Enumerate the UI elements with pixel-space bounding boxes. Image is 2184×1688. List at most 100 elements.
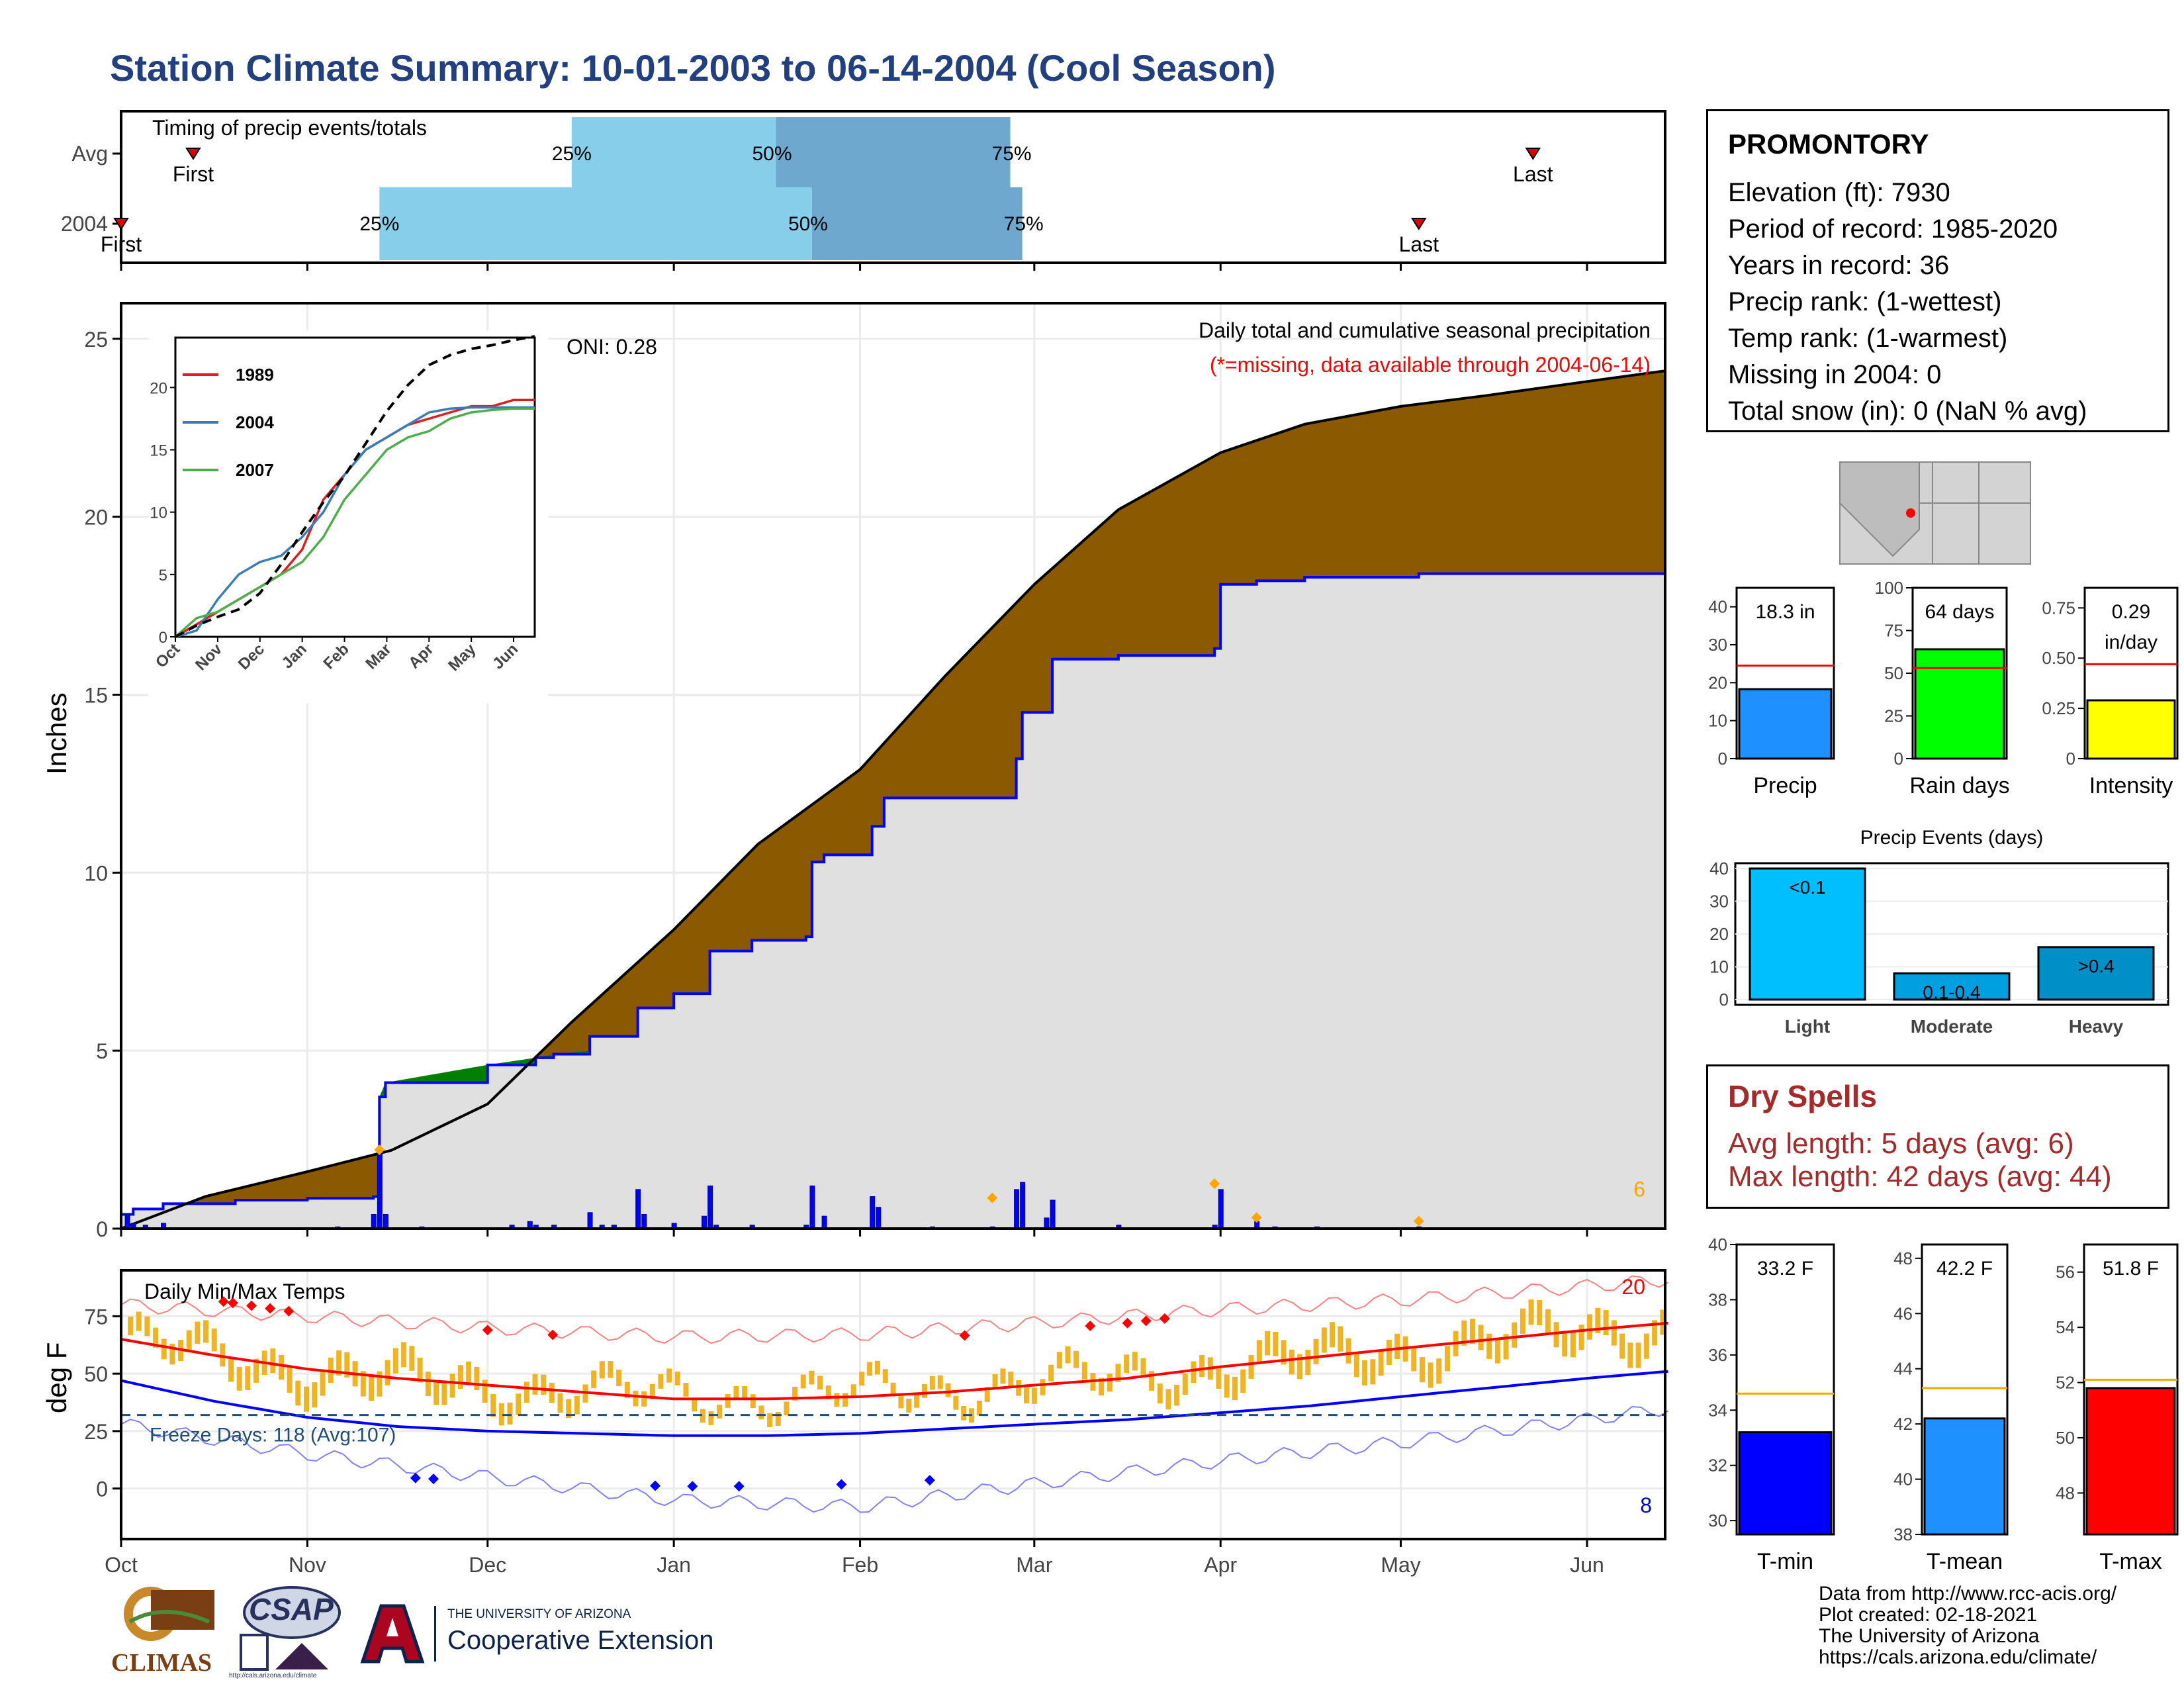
temp-daily-bar: [1224, 1374, 1230, 1397]
temp-daily-bar: [1314, 1339, 1319, 1364]
temp-daily-bar: [767, 1413, 772, 1427]
climas-logo: CLIMAS: [110, 1582, 216, 1681]
temp-daily-bar: [666, 1368, 672, 1382]
temp-daily-bar: [1257, 1340, 1262, 1364]
precip-daily-bar: [383, 1214, 388, 1229]
precip-y-tick-label: 20: [84, 506, 108, 530]
totals-y-tick-label: 100: [1875, 578, 1903, 598]
station-map: [1840, 462, 2030, 564]
totals-value-label: 0.29: [2112, 601, 2150, 623]
dry-spells-title: Dry Spells: [1728, 1078, 2148, 1114]
inset-y-tick-label: 15: [150, 442, 167, 460]
tmeans-y-tick-label: 42: [1893, 1414, 1913, 1434]
precip-daily-bar: [708, 1186, 713, 1229]
tmeans-category-label: T-mean: [1927, 1549, 2003, 1574]
temp-record-low-count: 8: [1640, 1493, 1652, 1517]
station-location-marker: [1906, 508, 1915, 518]
temp-daily-bar: [516, 1393, 521, 1415]
temp-daily-bar: [212, 1329, 217, 1352]
temp-daily-bar: [1322, 1327, 1327, 1352]
info-missing: Missing in 2004: 0: [1728, 357, 2148, 393]
temp-daily-bar: [1140, 1358, 1146, 1378]
totals-y-tick-label: 30: [1708, 635, 1727, 655]
temp-daily-bar: [809, 1371, 814, 1385]
temp-daily-bar: [914, 1394, 919, 1408]
temp-daily-bar: [541, 1375, 546, 1395]
temp-x-tick-label: Jun: [1570, 1553, 1604, 1577]
tmeans-y-tick-label: 38: [1708, 1289, 1727, 1309]
temp-daily-bar: [1537, 1300, 1542, 1325]
tmeans-y-tick-label: 34: [1708, 1400, 1727, 1420]
ua-logo: THE UNIVERSITY OF ARIZONA Cooperative Ex…: [356, 1602, 740, 1668]
station-name: PROMONTORY: [1728, 128, 2148, 160]
temp-daily-bar: [1545, 1309, 1551, 1335]
timing-bar-25-50: [379, 187, 812, 260]
temp-daily-bar: [898, 1395, 903, 1409]
temp-daily-bar: [1158, 1383, 1163, 1403]
precip-y-tick-label: 0: [96, 1217, 108, 1241]
tmeans-bar-t-min: [1739, 1432, 1831, 1534]
temp-y-tick-label: 25: [84, 1420, 108, 1444]
temp-daily-bar: [1232, 1377, 1238, 1400]
temp-daily-bar: [633, 1391, 638, 1407]
temp-daily-bar: [508, 1403, 513, 1425]
info-years: Years in record: 36: [1728, 248, 2148, 284]
totals-y-tick-label: 0.75: [2042, 598, 2075, 618]
tmeans-value-label: 51.8 F: [2103, 1258, 2159, 1280]
precip-daily-bar: [702, 1216, 707, 1229]
temp-daily-bar: [433, 1381, 439, 1405]
timing-bar-50-75: [776, 117, 1010, 190]
temp-daily-bar: [1183, 1374, 1188, 1395]
temp-daily-bar: [1165, 1389, 1171, 1409]
tmeans-category-label: T-max: [2099, 1549, 2161, 1574]
temp-daily-bar: [409, 1346, 414, 1371]
totals-category-label: Precip: [1753, 773, 1817, 798]
tmeans-y-tick-label: 54: [2056, 1317, 2075, 1337]
precip-daily-bar: [870, 1197, 875, 1229]
precip-y-tick-label: 25: [84, 328, 108, 352]
precip-daily-bar: [642, 1214, 647, 1229]
temp-daily-bar: [1000, 1368, 1005, 1383]
temp-daily-bar: [279, 1355, 284, 1380]
temp-daily-bar: [953, 1395, 958, 1409]
totals-value-label: 64 days: [1925, 601, 1994, 623]
temp-daily-bar: [946, 1383, 951, 1397]
totals-bar-precip: [1739, 689, 1831, 759]
temp-daily-bar: [1073, 1351, 1079, 1368]
events-y-tick-label: 40: [1709, 859, 1729, 878]
temp-daily-bar: [1065, 1346, 1070, 1364]
temp-daily-bar: [304, 1387, 309, 1412]
temp-daily-bar: [1346, 1338, 1351, 1364]
temp-record-high-count: 20: [1621, 1275, 1645, 1299]
events-category-label: Moderate: [1911, 1016, 1993, 1037]
temp-daily-bar: [817, 1376, 823, 1389]
dry-spells-max: Max length: 42 days (avg: 44): [1728, 1160, 2148, 1194]
temp-x-tick-label: Apr: [1204, 1553, 1237, 1577]
csap-logo-text: CSAP: [249, 1591, 334, 1627]
timing-last-label: Last: [1513, 162, 1553, 186]
info-temp-rank: Temp rank: (1-warmest): [1728, 320, 2148, 357]
climas-logo-text: CLIMAS: [111, 1648, 212, 1677]
timing-first-label: First: [173, 162, 214, 186]
temp-daily-bar: [1132, 1352, 1138, 1370]
temp-daily-bar: [883, 1369, 888, 1383]
temp-daily-bar: [450, 1374, 455, 1397]
temp-daily-bar: [1199, 1355, 1205, 1377]
events-title: Precip Events (days): [1860, 827, 2044, 849]
page-title: Station Climate Summary: 10-01-2003 to 0…: [110, 46, 1276, 89]
info-snow: Total snow (in): 0 (NaN % avg): [1728, 393, 2148, 430]
temp-daily-bar: [1619, 1333, 1625, 1358]
totals-y-tick-label: 0: [1894, 749, 1903, 769]
precip-y-tick-label: 5: [96, 1039, 108, 1063]
temp-daily-bar: [1032, 1388, 1037, 1404]
temp-daily-bar: [1562, 1331, 1567, 1356]
totals-y-tick-label: 20: [1708, 673, 1727, 692]
temp-daily-bar: [1445, 1346, 1450, 1371]
timing-bar-50-75: [812, 187, 1023, 260]
tmeans-y-tick-label: 56: [2056, 1262, 2075, 1282]
totals-value-label: 18.3 in: [1755, 601, 1815, 623]
tmeans-y-tick-label: 50: [2056, 1428, 2075, 1448]
temp-daily-bar: [1428, 1362, 1433, 1387]
precip-daily-bar: [1021, 1182, 1025, 1229]
inset-legend-label: 2004: [236, 412, 274, 432]
